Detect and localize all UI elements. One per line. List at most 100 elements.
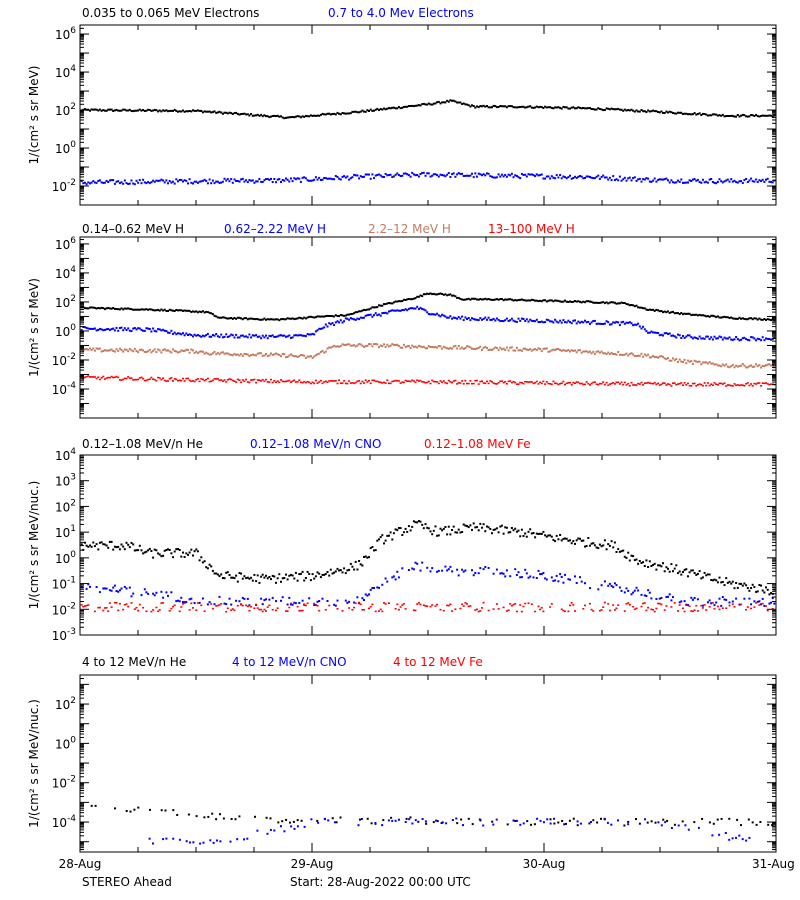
data-point (735, 364, 738, 367)
data-point (645, 308, 648, 311)
data-point (695, 113, 698, 116)
data-point (240, 381, 243, 384)
data-point (363, 556, 365, 558)
data-point (526, 820, 529, 823)
data-point (266, 355, 269, 357)
data-point (721, 607, 724, 609)
data-point (706, 335, 709, 338)
series-2-2 (80, 305, 776, 342)
data-point (532, 348, 535, 351)
data-point (329, 323, 332, 326)
data-point (701, 361, 704, 364)
data-point (326, 325, 329, 328)
data-point (429, 530, 432, 533)
data-point (618, 383, 621, 385)
x-tick-label: 28-Aug (59, 857, 102, 871)
data-point (627, 602, 630, 604)
series-2-4 (80, 375, 776, 387)
data-point (160, 590, 163, 593)
data-point (298, 609, 301, 612)
data-point (250, 317, 253, 320)
data-point (766, 609, 769, 612)
data-point (366, 594, 369, 597)
data-point (270, 578, 272, 581)
data-point (296, 317, 299, 320)
data-point (507, 173, 510, 176)
data-point (482, 173, 485, 176)
data-point (125, 307, 128, 310)
data-point (89, 306, 91, 309)
data-point (162, 349, 165, 352)
data-point (271, 608, 274, 611)
data-point (687, 575, 689, 578)
data-point (768, 114, 771, 117)
data-point (444, 346, 447, 349)
data-point (397, 309, 400, 312)
data-point (497, 349, 500, 351)
data-point (539, 381, 542, 384)
data-point (399, 382, 402, 384)
data-point (231, 576, 234, 579)
data-point (271, 596, 274, 599)
data-point (286, 380, 289, 382)
data-point (265, 178, 267, 181)
data-point (235, 574, 238, 577)
data-point (605, 548, 608, 551)
data-point (326, 571, 329, 573)
data-point (178, 549, 181, 551)
data-point (763, 591, 766, 594)
data-point (336, 320, 339, 323)
data-point (398, 818, 400, 821)
data-point (182, 109, 184, 112)
data-point (706, 315, 709, 318)
data-point (660, 110, 663, 113)
data-point (622, 178, 625, 181)
data-point (721, 338, 724, 341)
data-point (293, 177, 296, 180)
data-point (643, 328, 646, 331)
data-point (589, 602, 591, 605)
data-point (770, 364, 772, 367)
data-point (172, 605, 174, 608)
data-point (162, 179, 165, 182)
y-tick-label: 101 (55, 524, 76, 540)
data-point (90, 181, 93, 184)
data-point (183, 380, 186, 382)
data-point (554, 318, 557, 321)
data-point (256, 607, 259, 609)
data-point (738, 834, 741, 837)
data-point (258, 581, 261, 584)
data-point (289, 821, 291, 824)
data-point (133, 109, 136, 112)
data-point (545, 175, 548, 178)
data-point (510, 317, 513, 320)
data-point (716, 114, 719, 117)
data-point (110, 348, 113, 351)
data-point (118, 589, 121, 592)
data-point (195, 548, 198, 551)
data-point (198, 601, 201, 604)
data-point (205, 310, 208, 313)
data-point (590, 108, 593, 110)
data-point (510, 346, 513, 349)
data-point (580, 580, 583, 583)
data-point (370, 822, 373, 825)
data-point (270, 115, 272, 118)
data-point (326, 177, 329, 180)
data-point (484, 174, 487, 177)
data-point (678, 111, 681, 114)
data-point (613, 383, 616, 385)
data-point (471, 317, 473, 320)
data-point (593, 381, 596, 383)
data-point (427, 345, 430, 348)
data-point (108, 179, 111, 182)
data-point (246, 381, 249, 383)
data-point (192, 109, 194, 112)
data-point (569, 578, 571, 581)
data-point (210, 565, 213, 568)
data-point (339, 569, 342, 572)
data-point (569, 539, 571, 542)
data-point (500, 348, 503, 351)
data-point (376, 107, 379, 110)
data-point (618, 108, 621, 111)
